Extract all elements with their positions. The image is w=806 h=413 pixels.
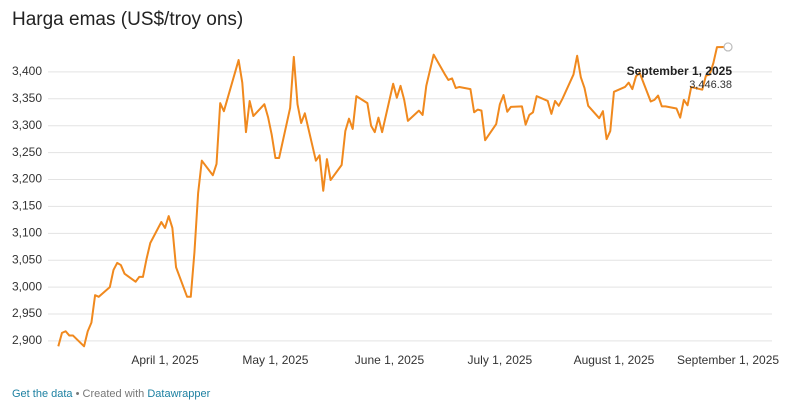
x-tick-label: May 1, 2025 [242, 353, 308, 367]
credit-link[interactable]: Datawrapper [147, 388, 210, 400]
price-line [57, 45, 729, 348]
data-link[interactable]: Get the data [12, 388, 73, 400]
annotation-title: September 1, 2025 [627, 64, 733, 78]
y-tick-label: 2,900 [12, 333, 42, 347]
y-tick-label: 2,950 [12, 306, 42, 320]
footer: Get the data • Created with Datawrapper [12, 388, 211, 400]
y-tick-label: 3,000 [12, 279, 42, 293]
annotation-value: 3,446.38 [689, 79, 732, 91]
y-tick-label: 3,400 [12, 64, 42, 78]
chart-title: Harga emas (US$/troy ons) [12, 9, 243, 30]
end-marker [723, 42, 733, 52]
y-tick-label: 3,250 [12, 145, 42, 159]
x-tick-label: July 1, 2025 [468, 353, 533, 367]
x-tick-label: April 1, 2025 [131, 353, 199, 367]
y-tick-label: 3,300 [12, 118, 42, 132]
y-tick-label: 3,200 [12, 172, 42, 186]
y-tick-label: 3,350 [12, 91, 42, 105]
y-tick-label: 3,100 [12, 225, 42, 239]
y-tick-label: 3,150 [12, 199, 42, 213]
x-tick-label: September 1, 2025 [677, 353, 779, 367]
x-tick-label: August 1, 2025 [574, 353, 655, 367]
footer-text: • Created with [76, 388, 145, 400]
y-tick-label: 3,050 [12, 252, 42, 266]
x-tick-label: June 1, 2025 [355, 353, 425, 367]
